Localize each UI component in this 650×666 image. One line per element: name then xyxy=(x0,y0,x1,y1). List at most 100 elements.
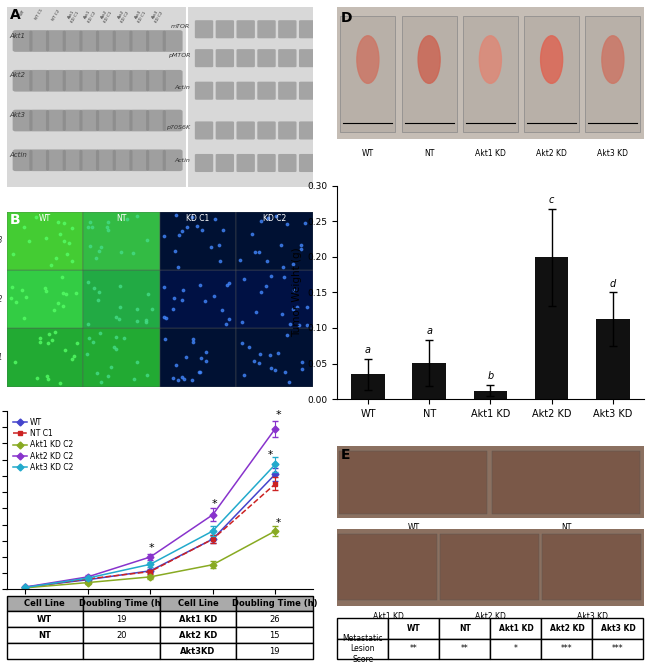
Point xyxy=(214,239,225,250)
Point xyxy=(92,368,102,379)
Point xyxy=(17,284,27,295)
Point xyxy=(55,228,65,239)
Text: NT: NT xyxy=(424,149,434,159)
Point xyxy=(239,274,249,285)
Point xyxy=(187,374,198,385)
Point xyxy=(200,295,211,306)
Bar xyxy=(160,212,236,270)
Bar xyxy=(402,16,457,133)
Text: Akt3
KD C1: Akt3 KD C1 xyxy=(133,9,147,23)
Bar xyxy=(596,320,630,399)
Point xyxy=(142,370,153,380)
FancyBboxPatch shape xyxy=(112,30,133,52)
Point xyxy=(197,225,207,236)
FancyBboxPatch shape xyxy=(46,149,66,171)
Point xyxy=(58,236,69,246)
Point xyxy=(129,374,139,384)
Point xyxy=(170,246,181,256)
Text: WT: WT xyxy=(39,214,51,224)
Point xyxy=(66,222,77,233)
Point xyxy=(67,256,77,266)
Point xyxy=(96,376,106,387)
Text: Akt3: Akt3 xyxy=(0,236,3,245)
Text: Akt1
KD C1: Akt1 KD C1 xyxy=(66,9,80,23)
FancyBboxPatch shape xyxy=(299,82,317,100)
Bar xyxy=(236,212,313,270)
Point xyxy=(244,342,254,353)
Point xyxy=(281,329,292,340)
FancyBboxPatch shape xyxy=(112,149,133,171)
Point xyxy=(255,349,265,360)
Point xyxy=(132,316,142,326)
Text: Akt3 KD: Akt3 KD xyxy=(577,612,608,621)
Point xyxy=(218,225,228,236)
Text: Akt1: Akt1 xyxy=(0,353,3,362)
Point xyxy=(209,291,220,302)
Point xyxy=(132,304,142,314)
Text: A: A xyxy=(10,9,20,23)
Bar xyxy=(160,328,236,387)
FancyBboxPatch shape xyxy=(237,154,255,172)
Text: Akt2 KD: Akt2 KD xyxy=(536,149,567,159)
Bar xyxy=(6,328,83,387)
FancyBboxPatch shape xyxy=(79,30,99,52)
Text: a: a xyxy=(426,326,432,336)
Bar xyxy=(524,16,579,133)
Point xyxy=(88,336,98,347)
Point xyxy=(115,280,125,291)
Bar xyxy=(338,534,437,600)
Text: *: * xyxy=(268,450,273,460)
Point xyxy=(296,364,307,374)
Text: D: D xyxy=(341,11,352,25)
Point xyxy=(10,356,20,367)
Legend: WT, NT C1, Akt1 KD C2, Akt2 KD C2, Akt3 KD C2: WT, NT C1, Akt1 KD C2, Akt2 KD C2, Akt3 … xyxy=(10,415,77,475)
FancyBboxPatch shape xyxy=(257,20,276,38)
Point xyxy=(66,354,77,365)
Point xyxy=(266,270,276,281)
Text: Akt1 KD: Akt1 KD xyxy=(475,149,506,159)
Point xyxy=(168,373,178,384)
FancyBboxPatch shape xyxy=(278,49,296,67)
Point xyxy=(169,292,179,303)
Point xyxy=(119,332,129,343)
Point xyxy=(64,238,74,248)
FancyBboxPatch shape xyxy=(29,70,49,92)
Bar xyxy=(236,328,313,387)
Point xyxy=(61,288,72,299)
FancyBboxPatch shape xyxy=(62,70,83,92)
FancyBboxPatch shape xyxy=(79,149,99,171)
Bar xyxy=(543,534,642,600)
Point xyxy=(283,377,294,388)
Point xyxy=(282,218,293,229)
Point xyxy=(94,328,105,338)
Text: Actin: Actin xyxy=(10,152,27,158)
Point xyxy=(262,256,272,266)
Point xyxy=(277,308,287,319)
Bar xyxy=(6,270,83,328)
Text: NT C2: NT C2 xyxy=(51,9,61,21)
FancyBboxPatch shape xyxy=(162,30,183,52)
Point xyxy=(85,216,96,227)
FancyBboxPatch shape xyxy=(46,70,66,92)
FancyBboxPatch shape xyxy=(195,20,213,38)
Point xyxy=(181,221,192,232)
Point xyxy=(94,246,105,256)
Point xyxy=(6,282,17,293)
Point xyxy=(32,372,42,383)
Point xyxy=(18,221,29,232)
Bar xyxy=(83,328,160,387)
Point xyxy=(101,222,112,232)
Point xyxy=(194,367,204,378)
FancyBboxPatch shape xyxy=(299,20,317,38)
Point xyxy=(192,221,202,232)
Point xyxy=(177,226,187,236)
Point xyxy=(174,229,184,240)
Point xyxy=(289,284,299,295)
Point xyxy=(96,242,107,252)
Point xyxy=(285,318,295,329)
FancyBboxPatch shape xyxy=(146,110,166,131)
Point xyxy=(270,365,280,376)
Point xyxy=(172,375,183,386)
Point xyxy=(42,371,52,382)
Point xyxy=(111,343,121,354)
